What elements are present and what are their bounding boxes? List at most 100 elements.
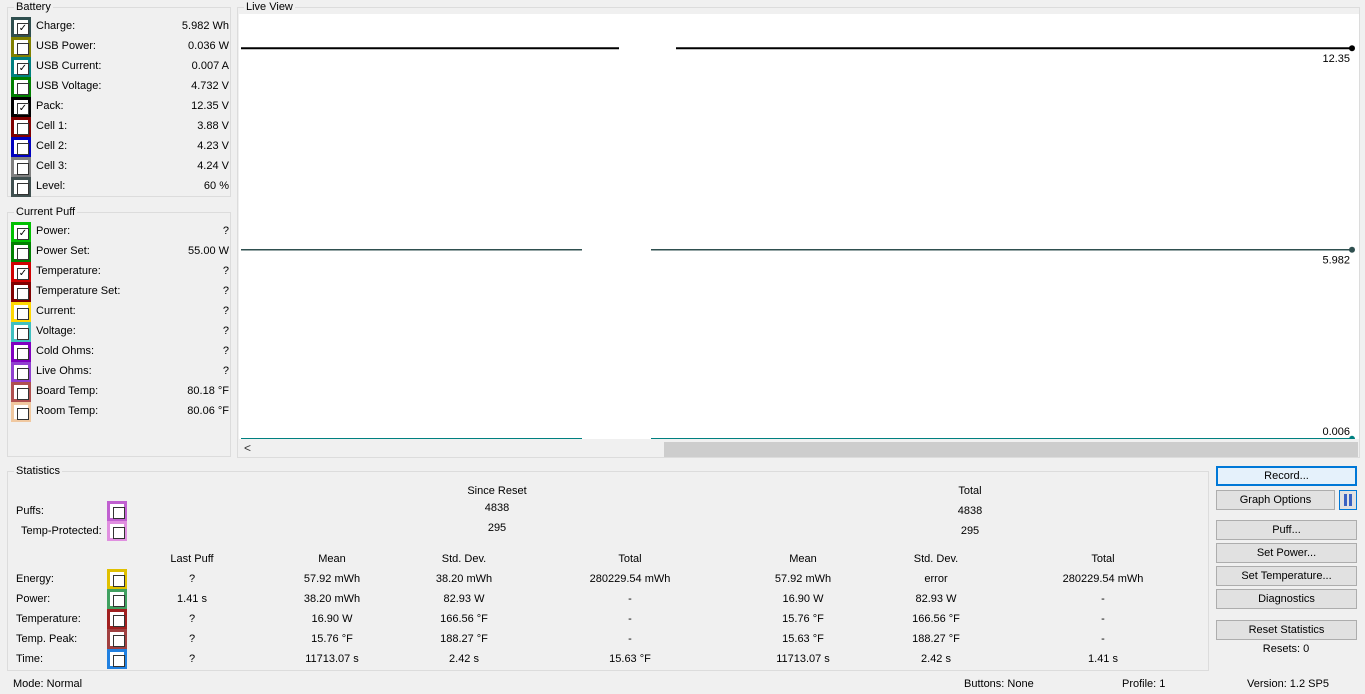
puffs-color-swatch[interactable] bbox=[107, 501, 127, 521]
puff-item-color-swatch[interactable] bbox=[11, 242, 31, 262]
battery-item-color-swatch[interactable] bbox=[11, 117, 31, 137]
battery-item-color-swatch[interactable]: ✓ bbox=[11, 17, 31, 37]
stats-row-color-checkbox[interactable] bbox=[113, 615, 125, 627]
stats-row-color-swatch[interactable] bbox=[107, 569, 127, 589]
battery-item-checkbox[interactable] bbox=[17, 183, 29, 195]
puff-item-label: Power Set: bbox=[36, 245, 90, 257]
battery-item-label: Cell 2: bbox=[36, 140, 68, 152]
stats-cell: 38.20 mWh bbox=[303, 593, 361, 605]
puff-item-color-swatch[interactable] bbox=[11, 382, 31, 402]
stats-row-color-swatch[interactable] bbox=[107, 589, 127, 609]
puff-item-label: Temperature: bbox=[36, 265, 101, 277]
puff-item-checkbox[interactable]: ✓ bbox=[17, 228, 29, 240]
battery-item-color-swatch[interactable] bbox=[11, 137, 31, 157]
battery-item-checkbox[interactable] bbox=[17, 83, 29, 95]
battery-item-color-swatch[interactable] bbox=[11, 77, 31, 97]
puff-item-color-swatch[interactable] bbox=[11, 342, 31, 362]
battery-item-checkbox[interactable] bbox=[17, 43, 29, 55]
stats-row-color-swatch[interactable] bbox=[107, 609, 127, 629]
puff-button[interactable]: Puff... bbox=[1216, 520, 1357, 540]
reset-statistics-button[interactable]: Reset Statistics bbox=[1216, 620, 1357, 640]
stats-row-color-swatch[interactable] bbox=[107, 649, 127, 669]
puff-item-color-swatch[interactable]: ✓ bbox=[11, 262, 31, 282]
record-button[interactable]: Record... bbox=[1216, 466, 1357, 486]
battery-item-checkbox[interactable]: ✓ bbox=[17, 103, 29, 115]
puff-item-checkbox[interactable]: ✓ bbox=[17, 268, 29, 280]
puff-item-row: Voltage:? bbox=[11, 322, 229, 342]
stats-cell: 1.41 s bbox=[1088, 653, 1118, 665]
stats-row-color-checkbox[interactable] bbox=[113, 655, 125, 667]
stats-cell: 15.76 °F bbox=[311, 633, 353, 645]
stats-cell: ? bbox=[188, 633, 196, 645]
puff-item-color-swatch[interactable]: ✓ bbox=[11, 222, 31, 242]
puffs-total: 4838 bbox=[957, 505, 983, 517]
battery-item-color-swatch[interactable] bbox=[11, 37, 31, 57]
battery-item-color-swatch[interactable]: ✓ bbox=[11, 97, 31, 117]
puff-item-color-swatch[interactable] bbox=[11, 322, 31, 342]
battery-item-checkbox[interactable] bbox=[17, 143, 29, 155]
stats-row-label: Energy: bbox=[16, 573, 54, 585]
battery-item-color-swatch[interactable] bbox=[11, 157, 31, 177]
diagnostics-button[interactable]: Diagnostics bbox=[1216, 589, 1357, 609]
stats-column-header: Total bbox=[1091, 553, 1115, 565]
puffs-color-checkbox[interactable] bbox=[113, 507, 125, 519]
temp-protected-color-swatch[interactable] bbox=[107, 521, 127, 541]
battery-item-checkbox[interactable] bbox=[17, 163, 29, 175]
stats-row-color-checkbox[interactable] bbox=[113, 635, 125, 647]
battery-item-color-swatch[interactable]: ✓ bbox=[11, 57, 31, 77]
puff-item-checkbox[interactable] bbox=[17, 308, 29, 320]
stats-row-color-checkbox[interactable] bbox=[113, 575, 125, 587]
battery-item-checkbox[interactable]: ✓ bbox=[17, 63, 29, 75]
stats-row-color-checkbox[interactable] bbox=[113, 595, 125, 607]
puff-item-checkbox[interactable] bbox=[17, 348, 29, 360]
battery-item-row: Cell 2: 4.23 V bbox=[11, 137, 229, 157]
stats-cell: - bbox=[628, 613, 632, 625]
battery-item-value: 3.88 V bbox=[197, 120, 229, 132]
chart-scrollbar[interactable]: < bbox=[239, 440, 1359, 457]
stats-row-label: Temp. Peak: bbox=[16, 633, 78, 645]
puffs-label: Puffs: bbox=[16, 505, 44, 517]
battery-item-label: Cell 3: bbox=[36, 160, 68, 172]
puff-item-checkbox[interactable] bbox=[17, 248, 29, 260]
battery-item-checkbox[interactable]: ✓ bbox=[17, 23, 29, 35]
live-chart[interactable]: 12.35 5.982 0.006 bbox=[239, 14, 1359, 442]
puff-item-label: Temperature Set: bbox=[36, 285, 121, 297]
stats-cell: 57.92 mWh bbox=[774, 573, 832, 585]
stats-cell: ? bbox=[188, 573, 196, 585]
battery-item-label: Level: bbox=[36, 180, 66, 192]
set-temperature-button[interactable]: Set Temperature... bbox=[1216, 566, 1357, 586]
puff-item-row: Current:? bbox=[11, 302, 229, 322]
pause-button[interactable] bbox=[1339, 490, 1357, 510]
puff-item-checkbox[interactable] bbox=[17, 368, 29, 380]
puff-item-color-swatch[interactable] bbox=[11, 302, 31, 322]
battery-item-checkbox[interactable] bbox=[17, 123, 29, 135]
stats-row-color-swatch[interactable] bbox=[107, 629, 127, 649]
puff-item-color-swatch[interactable] bbox=[11, 362, 31, 382]
puff-item-color-swatch[interactable] bbox=[11, 282, 31, 302]
puffs-since-reset: 4838 bbox=[484, 502, 510, 514]
scroll-thumb[interactable] bbox=[664, 442, 1358, 457]
status-buttons: Buttons: None bbox=[964, 678, 1034, 690]
status-version: Version: 1.2 SP5 bbox=[1247, 678, 1329, 690]
puff-item-label: Current: bbox=[36, 305, 76, 317]
puff-item-checkbox[interactable] bbox=[17, 388, 29, 400]
set-power-button[interactable]: Set Power... bbox=[1216, 543, 1357, 563]
puff-item-value: ? bbox=[222, 345, 229, 357]
puff-item-checkbox[interactable] bbox=[17, 288, 29, 300]
battery-item-label: USB Power: bbox=[36, 40, 96, 52]
temp-protected-color-checkbox[interactable] bbox=[113, 527, 125, 539]
puff-item-checkbox[interactable] bbox=[17, 328, 29, 340]
scroll-left-arrow-icon[interactable]: < bbox=[243, 441, 251, 455]
statistics-group: Statistics bbox=[7, 465, 1209, 671]
puff-item-value: ? bbox=[222, 285, 229, 297]
battery-item-row: ✓ Pack: 12.35 V bbox=[11, 97, 229, 117]
puff-item-color-swatch[interactable] bbox=[11, 402, 31, 422]
battery-item-value: 4.732 V bbox=[191, 80, 229, 92]
stats-cell: - bbox=[1101, 633, 1105, 645]
stats-cell: 2.42 s bbox=[449, 653, 479, 665]
battery-item-value: 4.24 V bbox=[197, 160, 229, 172]
graph-options-button[interactable]: Graph Options bbox=[1216, 490, 1335, 510]
puff-item-checkbox[interactable] bbox=[17, 408, 29, 420]
battery-item-color-swatch[interactable] bbox=[11, 177, 31, 197]
battery-item-label: Pack: bbox=[36, 100, 64, 112]
